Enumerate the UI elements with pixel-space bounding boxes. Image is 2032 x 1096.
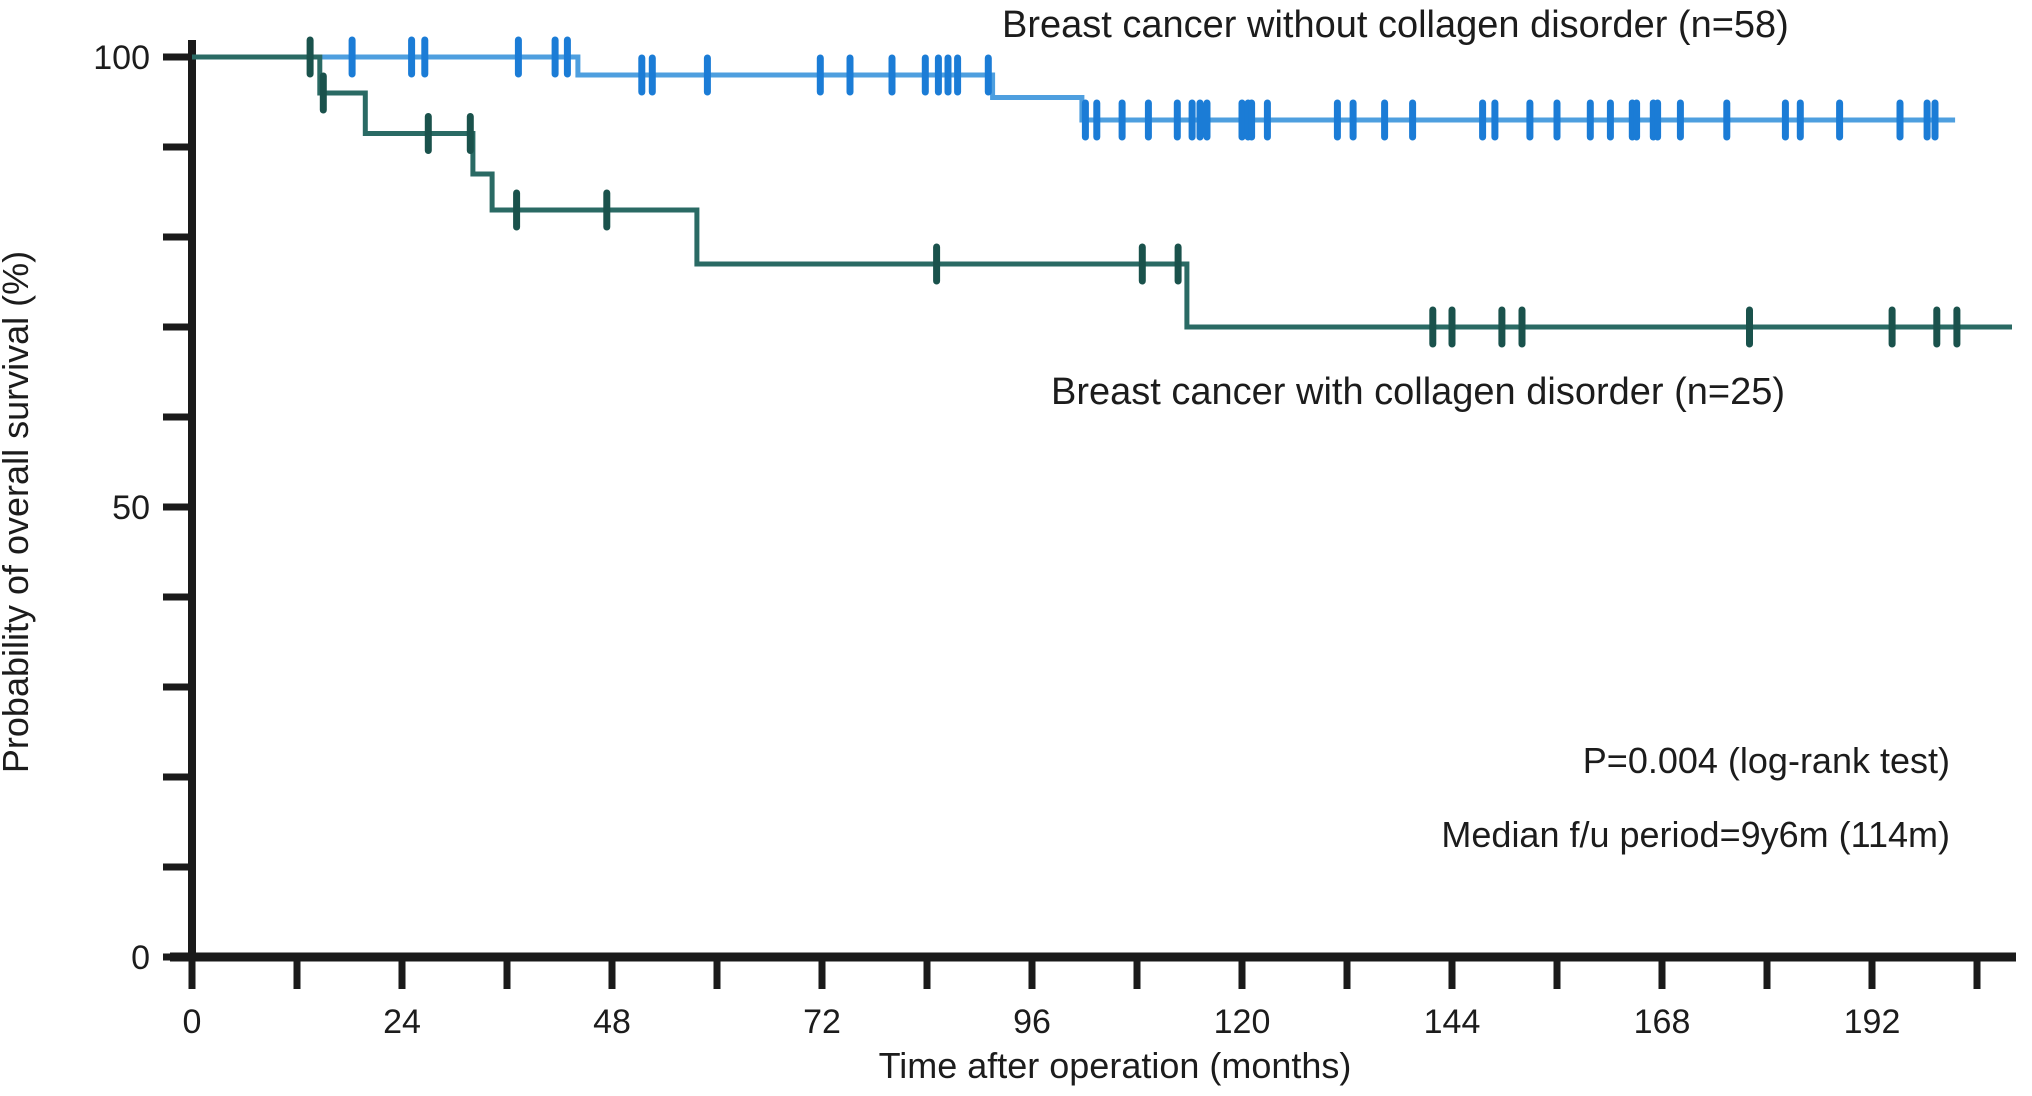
- axes: [163, 40, 2016, 989]
- median-followup-annotation: Median f/u period=9y6m (114m): [1441, 814, 1950, 855]
- y-tick-label: 0: [131, 939, 150, 977]
- series-label-with-collagen: Breast cancer with collagen disorder (n=…: [1051, 371, 1785, 413]
- x-tick-label: 168: [1634, 1003, 1691, 1041]
- x-tick-label: 96: [1013, 1003, 1051, 1041]
- y-tick-label: 100: [93, 39, 150, 77]
- tick-labels: 0 50 100 0 24 48 72 96 120 144 168 192: [93, 39, 1900, 1041]
- y-tick-label: 50: [112, 489, 150, 527]
- x-axis-title: Time after operation (months): [879, 1045, 1352, 1086]
- series-label-without-collagen: Breast cancer without collagen disorder …: [1002, 4, 1789, 46]
- censor-marks-without-collagen: [348, 36, 1939, 141]
- x-tick-label: 120: [1214, 1003, 1271, 1041]
- censor-marks: [306, 36, 1961, 348]
- survival-curve-without-collagen: [192, 54, 1956, 123]
- censor-marks-with-collagen: [306, 36, 1961, 348]
- x-tick-label: 192: [1844, 1003, 1901, 1041]
- y-axis-title: Probability of overall survival (%): [0, 251, 36, 773]
- x-tick-label: 24: [383, 1003, 421, 1041]
- x-tick-label: 144: [1424, 1003, 1481, 1041]
- x-tick-label: 0: [183, 1003, 202, 1041]
- x-tick-label: 48: [593, 1003, 631, 1041]
- pvalue-annotation: P=0.004 (log-rank test): [1583, 740, 1950, 781]
- x-tick-label: 72: [803, 1003, 841, 1041]
- survival-curve-with-collagen: [192, 54, 2012, 330]
- survival-curves: [192, 54, 2012, 330]
